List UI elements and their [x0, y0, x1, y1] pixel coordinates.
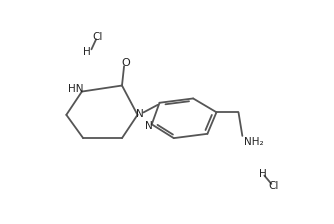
Text: HN: HN — [68, 84, 83, 94]
Text: O: O — [122, 58, 130, 68]
Text: NH₂: NH₂ — [244, 138, 263, 147]
Text: H: H — [259, 169, 267, 179]
Text: N: N — [145, 121, 153, 131]
Text: Cl: Cl — [92, 32, 103, 42]
Text: H: H — [83, 47, 91, 57]
Text: N: N — [136, 110, 144, 119]
Text: Cl: Cl — [268, 181, 279, 191]
